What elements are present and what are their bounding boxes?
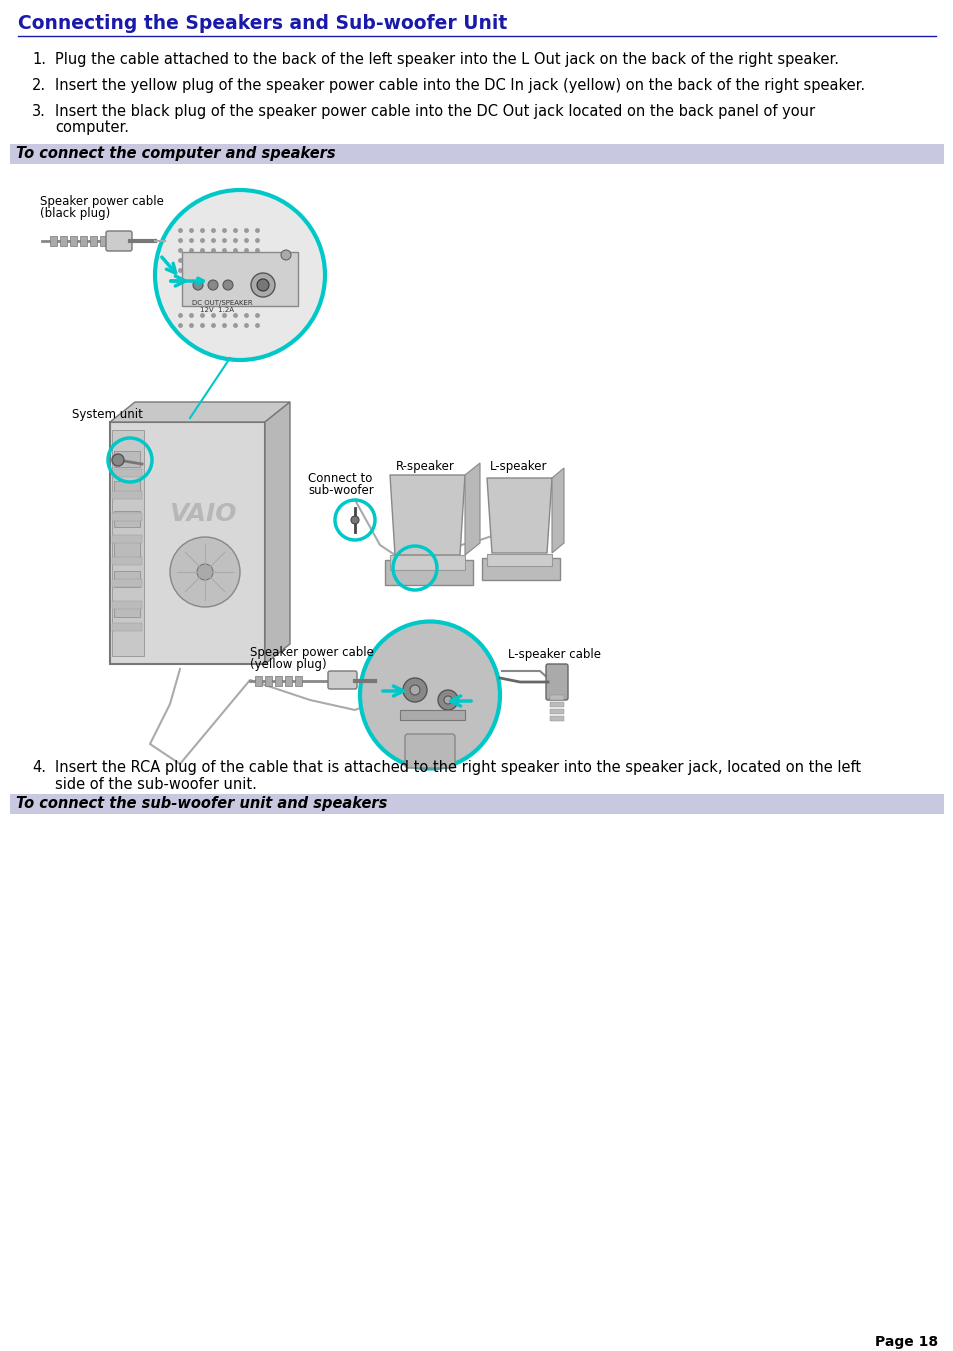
- Bar: [112, 430, 144, 657]
- Circle shape: [208, 280, 218, 290]
- Text: To connect the computer and speakers: To connect the computer and speakers: [16, 146, 335, 161]
- Bar: [113, 601, 140, 617]
- Circle shape: [351, 516, 358, 524]
- Text: (yellow plug): (yellow plug): [250, 658, 326, 671]
- Text: To connect the sub-woofer unit and speakers: To connect the sub-woofer unit and speak…: [16, 796, 387, 811]
- Polygon shape: [265, 403, 290, 663]
- Bar: [100, 236, 107, 246]
- Bar: [112, 557, 142, 565]
- Bar: [550, 703, 563, 707]
- Bar: [390, 555, 464, 570]
- Polygon shape: [486, 478, 552, 553]
- Bar: [481, 558, 559, 580]
- Text: L-speaker: L-speaker: [490, 459, 547, 473]
- Circle shape: [410, 685, 419, 694]
- Text: Page 18: Page 18: [874, 1335, 937, 1350]
- Circle shape: [112, 454, 124, 466]
- Bar: [385, 561, 473, 585]
- Bar: [113, 540, 140, 557]
- Text: Plug the cable attached to the back of the left speaker into the L Out jack on t: Plug the cable attached to the back of t…: [55, 51, 838, 68]
- Polygon shape: [110, 403, 290, 422]
- Bar: [112, 535, 142, 543]
- Text: side of the sub-woofer unit.: side of the sub-woofer unit.: [55, 777, 256, 792]
- Circle shape: [256, 280, 269, 290]
- Bar: [70, 236, 77, 246]
- Bar: [50, 236, 57, 246]
- Polygon shape: [390, 476, 464, 555]
- Circle shape: [402, 678, 427, 703]
- Circle shape: [223, 280, 233, 290]
- Text: Connect to: Connect to: [308, 471, 372, 485]
- FancyBboxPatch shape: [545, 663, 567, 700]
- FancyBboxPatch shape: [328, 671, 356, 689]
- Text: System unit: System unit: [71, 408, 143, 422]
- Text: Insert the black plug of the speaker power cable into the DC Out jack located on: Insert the black plug of the speaker pow…: [55, 104, 814, 119]
- Bar: [112, 623, 142, 631]
- Bar: [486, 554, 552, 566]
- Text: Speaker power cable: Speaker power cable: [250, 646, 374, 659]
- Circle shape: [437, 690, 457, 711]
- Bar: [10, 145, 943, 163]
- Text: sub-woofer: sub-woofer: [308, 484, 374, 497]
- Bar: [274, 676, 282, 686]
- Bar: [265, 676, 272, 686]
- Circle shape: [193, 280, 203, 290]
- Text: 3.: 3.: [32, 104, 46, 119]
- Circle shape: [196, 563, 213, 580]
- Bar: [113, 481, 140, 497]
- Bar: [112, 469, 142, 477]
- Ellipse shape: [359, 621, 499, 769]
- Bar: [112, 513, 142, 521]
- FancyBboxPatch shape: [110, 422, 265, 663]
- Polygon shape: [552, 467, 563, 553]
- FancyBboxPatch shape: [182, 253, 297, 305]
- Circle shape: [251, 273, 274, 297]
- Bar: [550, 709, 563, 713]
- Bar: [550, 716, 563, 721]
- Text: Insert the yellow plug of the speaker power cable into the DC In jack (yellow) o: Insert the yellow plug of the speaker po…: [55, 78, 864, 93]
- Text: L-speaker cable: L-speaker cable: [507, 648, 600, 661]
- Bar: [285, 676, 292, 686]
- Circle shape: [281, 250, 291, 259]
- Text: 12V  1.2A: 12V 1.2A: [200, 307, 233, 313]
- Text: Insert the RCA plug of the cable that is attached to the right speaker into the : Insert the RCA plug of the cable that is…: [55, 761, 861, 775]
- Bar: [550, 694, 563, 700]
- Bar: [113, 451, 140, 467]
- Text: 4.: 4.: [32, 761, 46, 775]
- FancyBboxPatch shape: [106, 231, 132, 251]
- Text: Connecting the Speakers and Sub-woofer Unit: Connecting the Speakers and Sub-woofer U…: [18, 14, 507, 32]
- Bar: [113, 511, 140, 527]
- Text: R-speaker: R-speaker: [395, 459, 455, 473]
- Circle shape: [170, 536, 240, 607]
- Bar: [112, 601, 142, 609]
- Bar: [80, 236, 87, 246]
- Bar: [294, 676, 302, 686]
- Text: 2.: 2.: [32, 78, 46, 93]
- Bar: [60, 236, 67, 246]
- Text: Speaker power cable: Speaker power cable: [40, 195, 164, 208]
- Bar: [90, 236, 97, 246]
- Circle shape: [443, 696, 452, 704]
- Text: (black plug): (black plug): [40, 207, 111, 220]
- Bar: [399, 711, 464, 720]
- Ellipse shape: [154, 190, 325, 359]
- Text: DC OUT/SPEAKER: DC OUT/SPEAKER: [192, 300, 253, 305]
- Text: computer.: computer.: [55, 120, 129, 135]
- Bar: [10, 794, 943, 815]
- Text: 1.: 1.: [32, 51, 46, 68]
- Text: VAIO: VAIO: [169, 503, 236, 526]
- Bar: [254, 676, 262, 686]
- Bar: [113, 571, 140, 586]
- Bar: [112, 580, 142, 586]
- Polygon shape: [464, 463, 479, 555]
- FancyBboxPatch shape: [405, 734, 455, 767]
- Bar: [112, 490, 142, 499]
